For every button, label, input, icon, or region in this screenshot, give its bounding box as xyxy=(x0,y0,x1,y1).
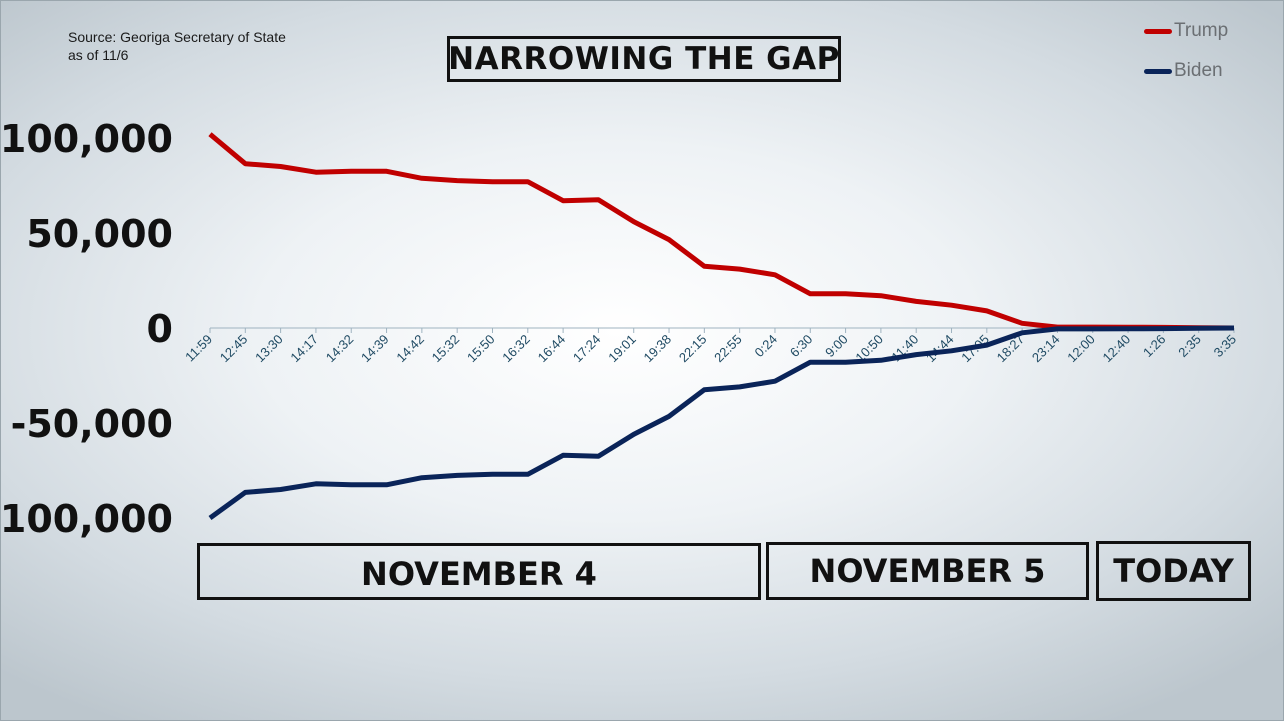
series-line-trump xyxy=(208,132,1235,331)
x-tick-label: 1:26 xyxy=(1140,332,1169,361)
source-date: as of 11/6 xyxy=(68,47,129,63)
x-tick-label: 19:01 xyxy=(605,332,639,366)
y-tick-label: 0 xyxy=(147,307,173,351)
legend-swatch-biden xyxy=(1144,68,1172,74)
x-tick-label: 16:44 xyxy=(535,332,569,366)
day-label-november-5: NOVEMBER 5 xyxy=(766,542,1089,600)
legend-swatch-trump xyxy=(1144,28,1172,34)
x-tick-label: 15:50 xyxy=(464,332,498,366)
x-tick-label: 0:24 xyxy=(752,332,781,361)
x-tick-label: 14:32 xyxy=(323,332,357,366)
legend-label-trump: Trump xyxy=(1174,20,1229,41)
source-note: Source: Georiga Secretary of State as of… xyxy=(68,28,286,64)
x-tick-label: 23:14 xyxy=(1029,332,1063,366)
x-tick-label: 2:35 xyxy=(1175,332,1204,361)
x-tick-label: 14:17 xyxy=(287,332,321,366)
source-line: Source: Georiga Secretary of State xyxy=(68,29,286,45)
x-tick-label: 3:35 xyxy=(1211,332,1240,361)
series-line-biden xyxy=(208,325,1235,521)
day-label-today: TODAY xyxy=(1096,541,1251,601)
legend-item-biden: Biden xyxy=(1144,58,1228,84)
legend: Trump Biden xyxy=(1144,18,1228,98)
x-tick-label: 9:00 xyxy=(822,332,851,361)
x-tick-label: 22:55 xyxy=(711,332,745,366)
y-tick-label: 50,000 xyxy=(26,212,173,256)
x-tick-label: 13:30 xyxy=(252,332,286,366)
x-tick-label: 14:42 xyxy=(393,332,427,366)
x-tick-label: 17:24 xyxy=(570,332,604,366)
x-tick-label: 22:15 xyxy=(676,332,710,366)
y-tick-label: 100,000 xyxy=(0,117,173,161)
x-tick-label: 16:32 xyxy=(499,332,533,366)
y-tick-label: -50,000 xyxy=(11,402,173,446)
day-label-november-4: NOVEMBER 4 xyxy=(197,543,761,600)
x-tick-label: 15:32 xyxy=(429,332,463,366)
x-tick-label: 14:39 xyxy=(358,332,392,366)
x-tick-label: 6:30 xyxy=(787,332,816,361)
x-tick-label: 11:59 xyxy=(182,332,215,365)
legend-label-biden: Biden xyxy=(1174,60,1223,81)
chart-title: NARROWING THE GAP xyxy=(447,36,841,82)
x-tick-label: 12:40 xyxy=(1100,332,1134,366)
x-tick-label: 12:00 xyxy=(1064,332,1098,366)
x-tick-label: 19:38 xyxy=(641,332,675,366)
y-tick-label: -100,000 xyxy=(0,497,173,541)
legend-item-trump: Trump xyxy=(1144,18,1228,44)
x-tick-label: 12:45 xyxy=(217,332,251,366)
